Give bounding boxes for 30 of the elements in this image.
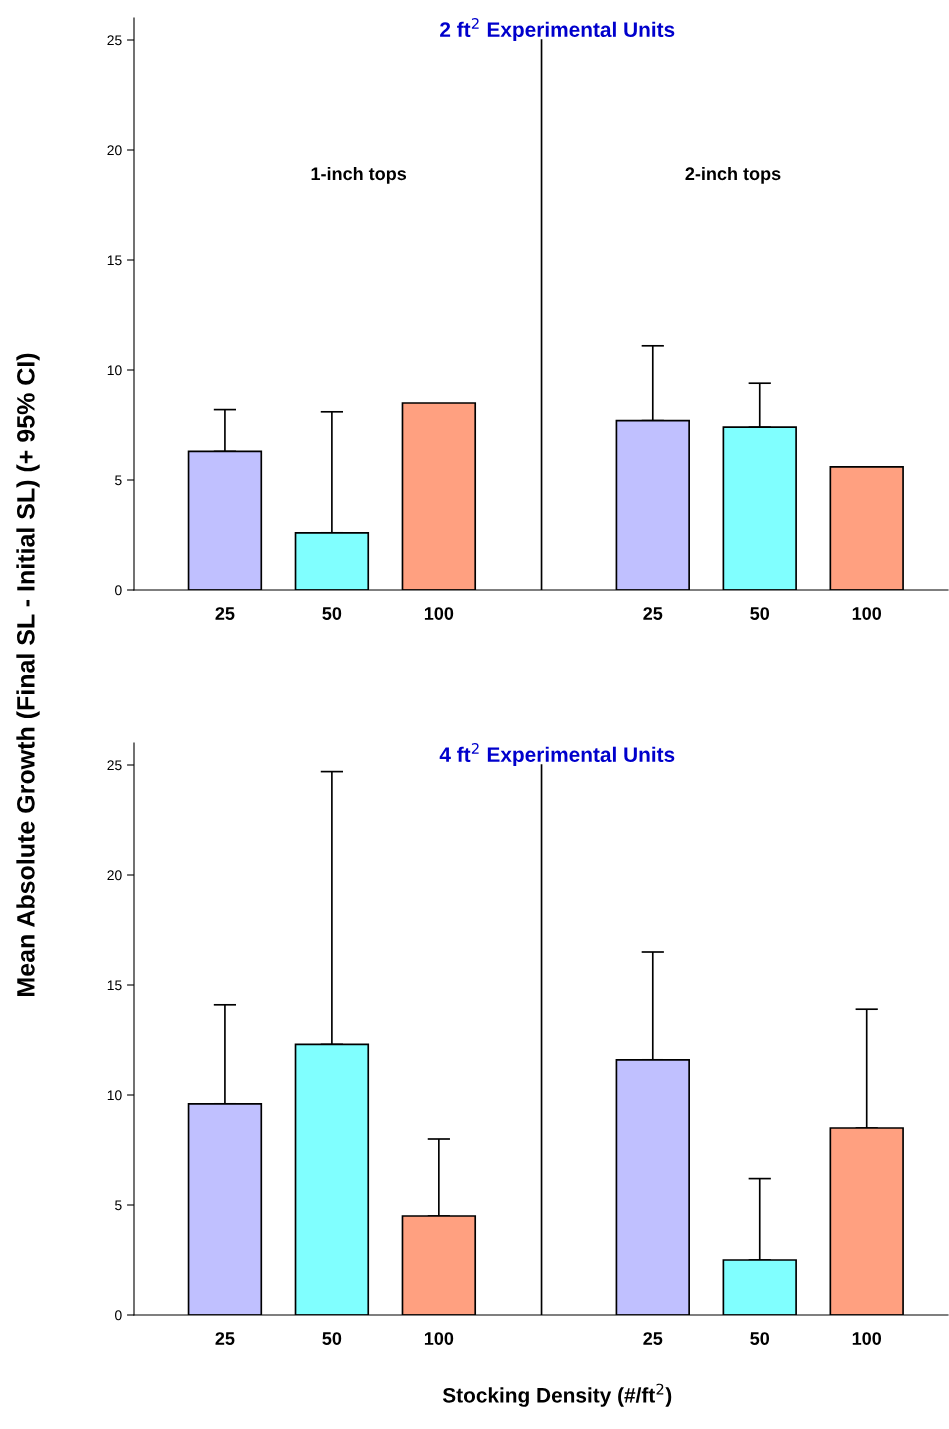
x-tick-label: 100 — [852, 607, 882, 620]
chart-title: 4 ft$^{2}$ Experimental Units — [439, 743, 675, 767]
y-tick-label: 20 — [107, 145, 122, 156]
y-tick-label: 5 — [115, 1200, 122, 1211]
y-tick-label: 10 — [107, 365, 122, 376]
y-tick-label: 15 — [107, 980, 122, 991]
y-tick-label: 25 — [107, 35, 122, 46]
x-tick-label: 25 — [215, 607, 235, 620]
x-tick-label: 100 — [424, 607, 454, 620]
x-tick-label: 25 — [643, 607, 663, 620]
x-tick-label: 50 — [750, 1332, 770, 1345]
x-tick-label: 25 — [215, 1332, 235, 1345]
y-tick-label: 0 — [115, 1310, 122, 1321]
annotation: 1-inch tops — [311, 166, 407, 184]
x-tick-label: 25 — [643, 1332, 663, 1345]
y-tick-label: 25 — [107, 760, 122, 771]
x-tick-label: 100 — [424, 1332, 454, 1345]
y-axis-title: Mean Absolute Growth (Final SL - Initial SL) (+ 95% CI) — [16, 353, 40, 996]
chart-title: 2 ft$^{2}$ Experimental Units — [440, 18, 675, 42]
y-tick-label: 10 — [107, 1090, 122, 1101]
y-tick-label: 5 — [115, 475, 122, 486]
x-tick-label: 50 — [322, 607, 342, 620]
y-tick-label: 15 — [107, 255, 122, 266]
y-tick-label: 20 — [107, 870, 122, 881]
x-tick-label: 100 — [852, 1332, 882, 1345]
x-tick-label: 50 — [750, 607, 770, 620]
y-tick-label: 0 — [115, 585, 122, 596]
annotation: 2-inch tops — [685, 166, 781, 184]
x-axis-title: Stocking Density (#/ft$^{2}$) — [442, 1383, 672, 1407]
x-tick-label: 50 — [322, 1332, 342, 1345]
